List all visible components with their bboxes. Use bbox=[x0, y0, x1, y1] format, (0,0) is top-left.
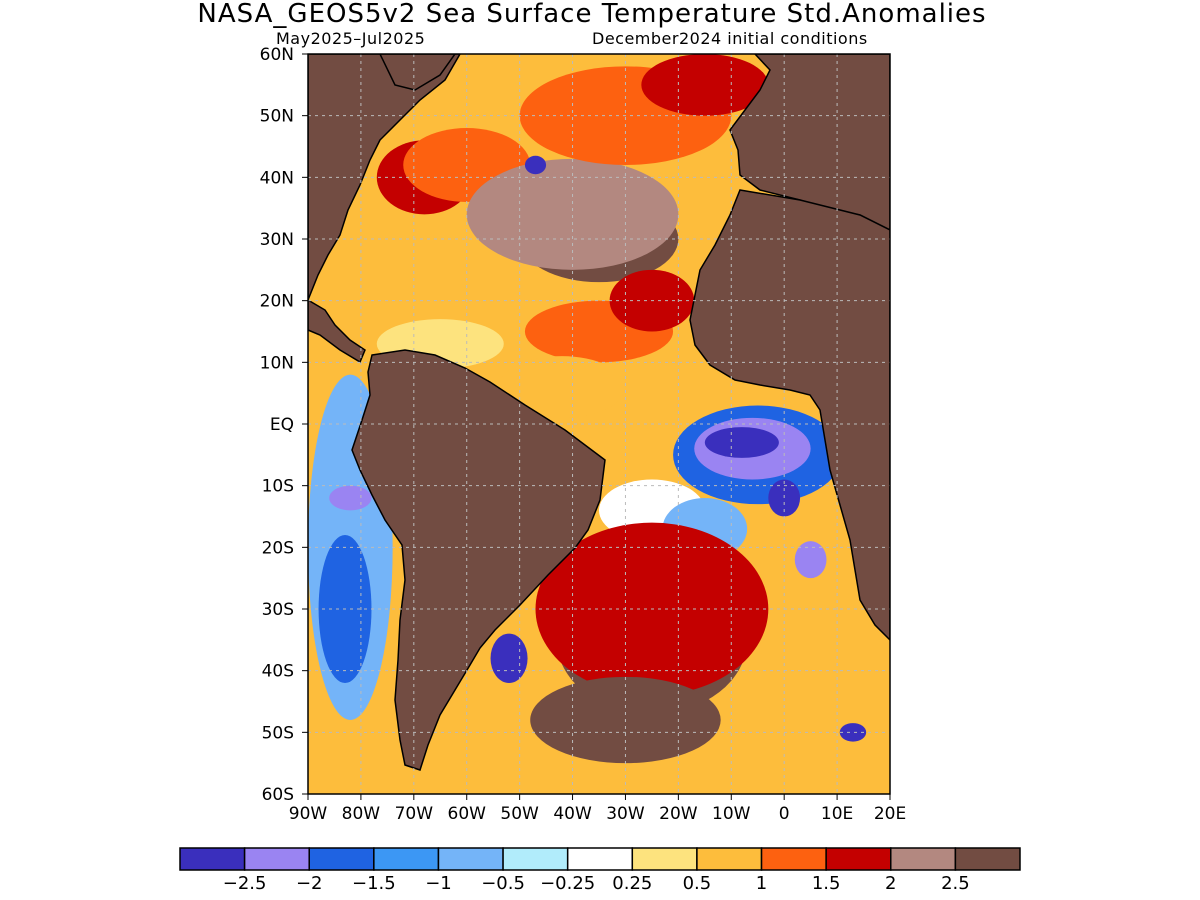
map-gridlines bbox=[308, 54, 890, 794]
colorbar-label: −1.5 bbox=[352, 873, 396, 894]
subtropical-north-atlantic-strong bbox=[466, 158, 679, 270]
lon-tick-label: 10E bbox=[821, 804, 853, 824]
lon-tick-label: 20E bbox=[874, 804, 906, 824]
lat-tick-label: 50S bbox=[262, 723, 294, 743]
colorbar-label: 1.5 bbox=[812, 873, 841, 894]
colorbar-label: −1 bbox=[425, 873, 452, 894]
colorbar: −2.5 −2 −1.5 −1 −0.5 −0.25 0.25 0.5 1 1.5 2 2.5 bbox=[179, 847, 1021, 894]
colorbar-label: 0.5 bbox=[683, 873, 712, 894]
lon-tick-label: 70W bbox=[395, 804, 434, 824]
lon-tick-label: 40W bbox=[553, 804, 592, 824]
map-title: NASA_GEOS5v2 Sea Surface Temperature Std… bbox=[197, 0, 987, 29]
colorbar-label: −2 bbox=[296, 873, 323, 894]
colorbar-swatch bbox=[696, 847, 763, 871]
colorbar-swatch bbox=[373, 847, 440, 871]
lat-tick-label: 20S bbox=[262, 538, 294, 558]
greenland-landmass bbox=[379, 54, 456, 91]
lat-tick-label: 40S bbox=[262, 662, 294, 682]
south-america-landmass bbox=[351, 349, 606, 771]
longitude-tick-labels: 90W 80W 70W 60W 50W 40W 30W 20W 10W 0 10E 20E bbox=[289, 794, 906, 824]
colorbar-swatch bbox=[437, 847, 504, 871]
colorbar-boxes bbox=[179, 847, 1021, 871]
colorbar-swatch bbox=[890, 847, 957, 871]
lat-tick-label: 60N bbox=[260, 45, 294, 65]
lat-tick-label: 20N bbox=[260, 292, 294, 312]
colorbar-label: −0.5 bbox=[481, 873, 525, 894]
lon-tick-label: 60W bbox=[448, 804, 487, 824]
colorbar-labels: −2.5 −2 −1.5 −1 −0.5 −0.25 0.25 0.5 1 1.5 2 2.5 bbox=[223, 873, 970, 894]
lat-tick-label: 10S bbox=[262, 477, 294, 497]
lat-tick-label: 50N bbox=[260, 107, 294, 127]
central-america-landmass bbox=[308, 299, 366, 364]
colorbar-swatch bbox=[631, 847, 698, 871]
colorbar-swatch bbox=[502, 847, 569, 871]
lon-tick-label: 10W bbox=[712, 804, 751, 824]
plot-area bbox=[307, 53, 891, 795]
lat-tick-label: 40N bbox=[260, 168, 294, 188]
colorbar-swatch bbox=[954, 847, 1021, 871]
lat-tick-label: 10N bbox=[260, 353, 294, 373]
lon-tick-label: 80W bbox=[342, 804, 381, 824]
gulf-of-guinea-coldest bbox=[704, 427, 779, 458]
lat-tick-label: 30S bbox=[262, 600, 294, 620]
argentine-shelf-cold bbox=[490, 633, 528, 683]
lon-tick-label: 20W bbox=[659, 804, 698, 824]
lat-tick-label: EQ bbox=[270, 415, 294, 435]
colorbar-label: 2 bbox=[885, 873, 896, 894]
forecast-period: May2025–Jul2025 bbox=[276, 29, 426, 48]
colorbar-swatch bbox=[308, 847, 375, 871]
colorbar-label: −2.5 bbox=[223, 873, 267, 894]
colorbar-label: 2.5 bbox=[941, 873, 970, 894]
lon-tick-label: 90W bbox=[289, 804, 328, 824]
lon-tick-label: 50W bbox=[500, 804, 539, 824]
lat-tick-label: 30N bbox=[260, 230, 294, 250]
latitude-tick-labels: 60N 50N 40N 30N 20N 10N EQ 10S 20S 30S 40S 50S 60S bbox=[260, 45, 308, 805]
colorbar-swatch bbox=[179, 847, 246, 871]
land-masses bbox=[308, 54, 890, 771]
lon-tick-label: 30W bbox=[606, 804, 645, 824]
lon-tick-label: 0 bbox=[779, 804, 790, 824]
benguela-cold bbox=[794, 541, 827, 579]
southern-ocean-cold-patch bbox=[839, 723, 867, 742]
initial-conditions: December2024 initial conditions bbox=[592, 29, 868, 48]
labrador-sea-cold-patch bbox=[524, 155, 547, 175]
colorbar-label: 0.25 bbox=[612, 873, 652, 894]
colorbar-swatch bbox=[566, 847, 634, 871]
colorbar-swatch bbox=[825, 847, 892, 871]
pacific-humboldt-coldest bbox=[329, 485, 372, 511]
africa-landmass bbox=[689, 189, 890, 642]
lat-tick-label: 60S bbox=[262, 785, 294, 805]
colorbar-label: 1 bbox=[756, 873, 767, 894]
colorbar-swatch bbox=[243, 847, 310, 871]
colorbar-swatch bbox=[760, 847, 827, 871]
colorbar-label: −0.25 bbox=[540, 873, 595, 894]
equatorial-amazon-plume bbox=[498, 356, 626, 418]
iceland-region-anomaly bbox=[641, 54, 769, 116]
